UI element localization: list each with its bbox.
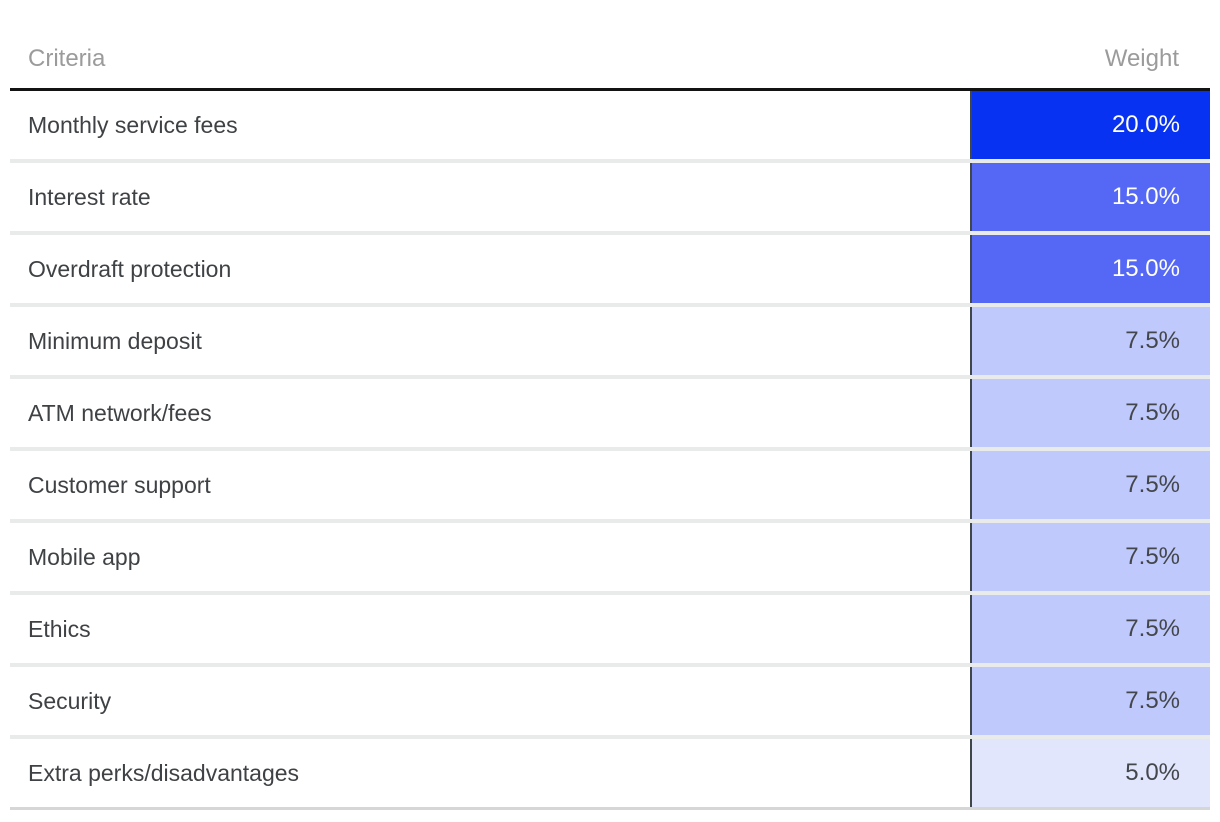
criteria-cell: Monthly service fees (10, 91, 970, 159)
table-row: Ethics 7.5% (10, 595, 1210, 667)
table-row: Extra perks/disadvantages 5.0% (10, 739, 1210, 810)
weight-cell[interactable]: 7.5% (970, 667, 1210, 735)
criteria-cell: Extra perks/disadvantages (10, 739, 970, 807)
weight-cell[interactable]: 15.0% (970, 163, 1210, 231)
criteria-weight-table: Criteria Weight Monthly service fees 20.… (10, 0, 1210, 810)
table-row: Monthly service fees 20.0% (10, 91, 1210, 163)
table-body: Monthly service fees 20.0% Interest rate… (10, 91, 1210, 810)
table-row: Security 7.5% (10, 667, 1210, 739)
weight-cell[interactable]: 7.5% (970, 307, 1210, 375)
criteria-cell: ATM network/fees (10, 379, 970, 447)
table-row: Overdraft protection 15.0% (10, 235, 1210, 307)
criteria-cell: Security (10, 667, 970, 735)
criteria-cell: Customer support (10, 451, 970, 519)
criteria-cell: Minimum deposit (10, 307, 970, 375)
weight-cell[interactable]: 7.5% (970, 523, 1210, 591)
table-header-row: Criteria Weight (10, 0, 1210, 91)
table-row: Mobile app 7.5% (10, 523, 1210, 595)
weight-cell[interactable]: 5.0% (970, 739, 1210, 807)
weight-cell[interactable]: 20.0% (970, 91, 1210, 159)
table-row: ATM network/fees 7.5% (10, 379, 1210, 451)
column-header-criteria: Criteria (28, 45, 106, 72)
criteria-cell: Mobile app (10, 523, 970, 591)
table-row: Customer support 7.5% (10, 451, 1210, 523)
criteria-cell: Ethics (10, 595, 970, 663)
weight-cell[interactable]: 15.0% (970, 235, 1210, 303)
criteria-cell: Interest rate (10, 163, 970, 231)
weight-cell[interactable]: 7.5% (970, 379, 1210, 447)
table-row: Interest rate 15.0% (10, 163, 1210, 235)
criteria-cell: Overdraft protection (10, 235, 970, 303)
weight-cell[interactable]: 7.5% (970, 595, 1210, 663)
table-row: Minimum deposit 7.5% (10, 307, 1210, 379)
weight-cell[interactable]: 7.5% (970, 451, 1210, 519)
column-header-weight: Weight (1104, 45, 1179, 72)
